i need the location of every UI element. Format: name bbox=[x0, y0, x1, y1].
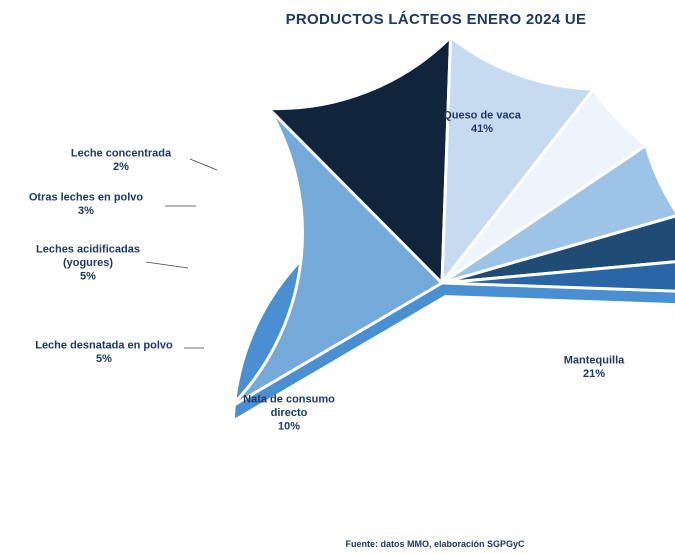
slice-name: Nata de consumo bbox=[243, 394, 335, 406]
slice-name: Mantequilla bbox=[564, 354, 625, 366]
slice-name: Leche desnatada en polvo bbox=[35, 339, 173, 351]
pie-slices bbox=[228, 35, 675, 423]
slice-percent: 3% bbox=[78, 205, 94, 217]
pie-slice bbox=[440, 260, 675, 293]
pie-slice bbox=[440, 35, 595, 285]
chart-title: PRODUCTOS LÁCTEOS ENERO 2024 UE bbox=[286, 11, 587, 28]
slice-percent: 21% bbox=[583, 368, 605, 380]
leader-line bbox=[189, 158, 218, 171]
source-note: Fuente: datos MMO, elaboración SGPGyC bbox=[345, 539, 525, 549]
slice-label: Otras leches en polvo 3% bbox=[29, 191, 144, 217]
slice-labels: Queso de vaca 41% Mantequilla 21% Leche de c… bbox=[29, 109, 625, 510]
slice-percent: 5% bbox=[80, 271, 96, 283]
pie-slice bbox=[228, 106, 444, 409]
slice-name: directo bbox=[271, 407, 308, 419]
slice-percent: 41% bbox=[471, 123, 493, 135]
slice-percent: 13% bbox=[394, 498, 416, 510]
slice-label: Leche de consumo directo 13% bbox=[335, 484, 475, 510]
leader-line bbox=[145, 261, 189, 269]
pie-slice bbox=[440, 143, 675, 285]
leader-lines bbox=[145, 158, 218, 349]
slice-label: Nata de consumo directo 10% bbox=[243, 394, 335, 433]
slice-label: Leche concentrada 2% bbox=[71, 147, 172, 173]
slice-name: (yogures) bbox=[63, 257, 113, 269]
slice-label: Mantequilla 21% bbox=[564, 354, 625, 380]
slice-percent: 2% bbox=[113, 161, 129, 173]
slice-percent: 10% bbox=[278, 421, 300, 433]
slice-label: Leches acidificadas (yogures) 5% bbox=[36, 244, 140, 283]
slice-name: Queso de vaca bbox=[443, 109, 522, 121]
slice-name: Leches acidificadas bbox=[36, 244, 140, 256]
slice-label: Leche desnatada en polvo 5% bbox=[35, 339, 173, 365]
slice-label: Queso de vaca 41% bbox=[443, 109, 522, 135]
slice-percent: 5% bbox=[96, 353, 112, 365]
slice-name: Leche de consumo directo bbox=[335, 484, 475, 496]
slice-name: Otras leches en polvo bbox=[29, 191, 144, 203]
slice-name: Leche concentrada bbox=[71, 147, 172, 159]
pie-slice bbox=[267, 35, 453, 285]
